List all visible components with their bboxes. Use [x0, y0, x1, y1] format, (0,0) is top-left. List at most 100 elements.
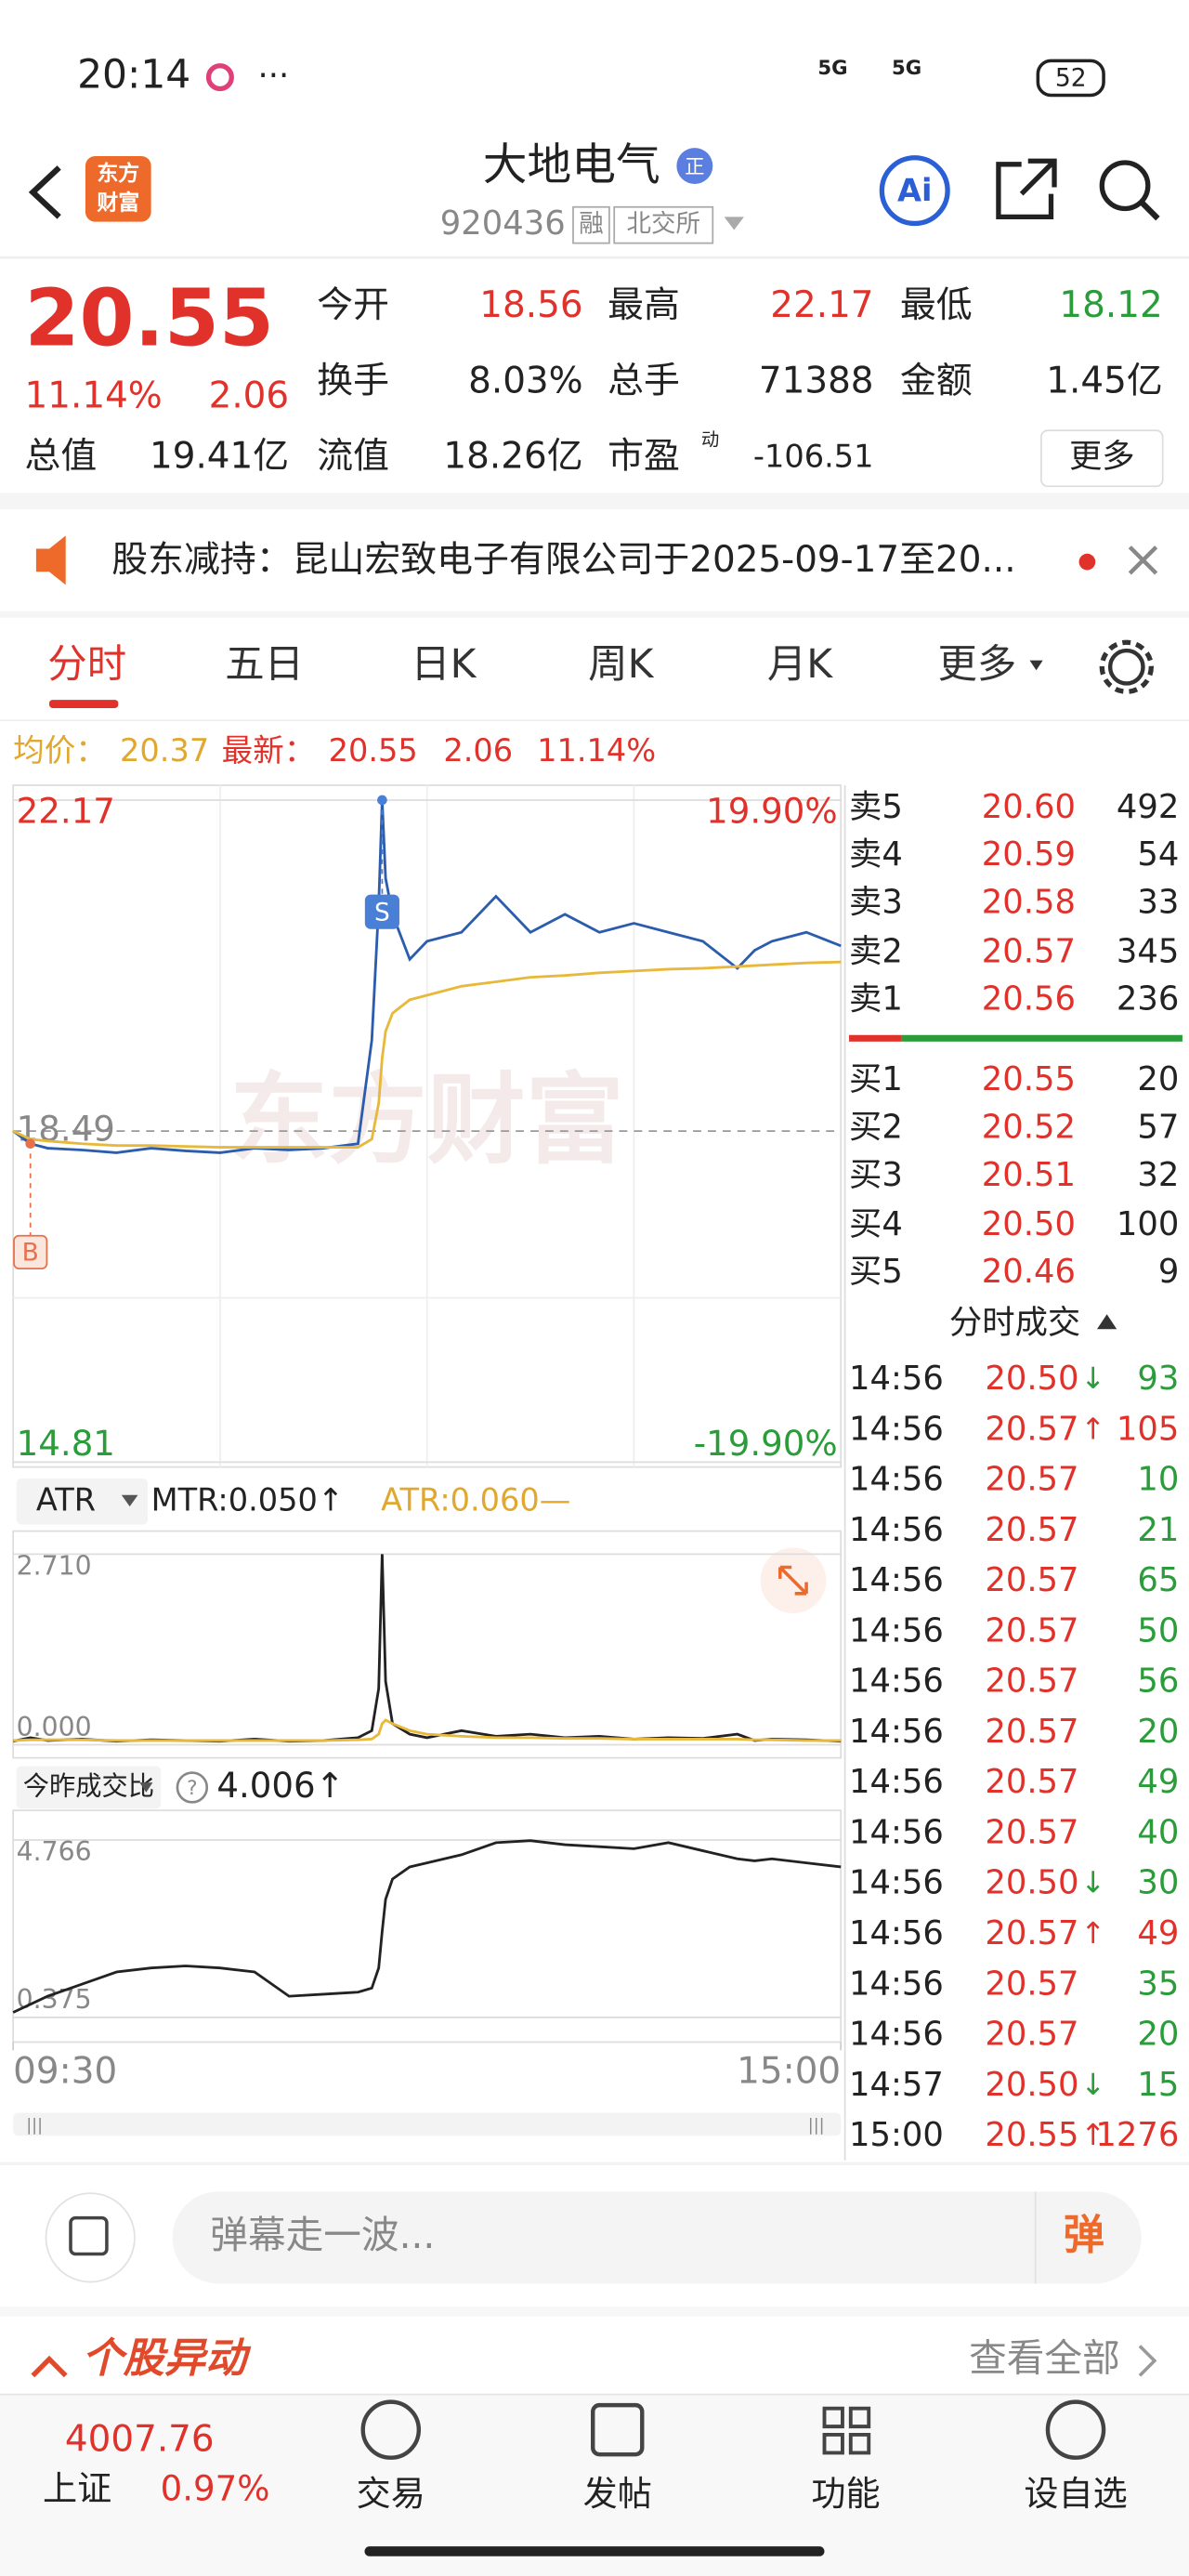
book-price: 20.56 — [982, 980, 1076, 1019]
help-mark: ? — [187, 1777, 197, 1800]
quote-fields: 今开 18.56 最高 22.17 最低 18.12 换手 8.03% 总手 71388 金额 1.4… — [25, 284, 1163, 478]
tab[interactable]: 月K — [767, 642, 833, 688]
y2-tick-label: -19.90% — [694, 1424, 838, 1464]
trade-price: 20.57 — [985, 1914, 1078, 1952]
field-label: 换手 — [317, 360, 389, 401]
tag-box — [572, 205, 610, 244]
tag: 融 — [579, 210, 604, 239]
nav-items: 交易 发帖 功能 设自选 — [357, 2474, 1128, 2514]
notice-text[interactable]: 股东减持：昆山宏致电子有限公司于2025-09-17至20... — [111, 539, 1015, 581]
y-tick-label: 2.710 — [17, 1551, 92, 1582]
field-label: 最低 — [900, 284, 973, 326]
book-label: 买5 — [849, 1253, 903, 1291]
ratio-frame — [12, 1809, 843, 2044]
field-label: 今开 — [317, 284, 389, 326]
book-volume: 100 — [1117, 1205, 1179, 1243]
signal-label: 5G — [817, 57, 847, 80]
scroll-handle[interactable]: ||| — [808, 2117, 825, 2136]
y-tick-label: 22.17 — [17, 792, 115, 832]
last-price: 20.55 — [25, 273, 274, 365]
trade-volume: 49 — [1137, 1914, 1179, 1952]
tab[interactable]: 更多 — [938, 642, 1017, 688]
series-line — [12, 1554, 842, 1743]
trade-price: 20.57 — [985, 1813, 1078, 1851]
field-label: 最高 — [608, 284, 680, 326]
indicator-select[interactable] — [16, 1766, 162, 1809]
scrollbar[interactable] — [13, 2112, 842, 2136]
tab[interactable]: 日K — [411, 642, 477, 688]
tab[interactable]: 五日 — [225, 642, 304, 688]
trade-volume: 1276 — [1095, 2116, 1179, 2154]
expand-icon — [778, 1565, 808, 1596]
indicator-readout: 4.006↑ — [216, 1766, 344, 1806]
nav-item[interactable]: 发帖 — [583, 2474, 652, 2514]
book-volume: 9 — [1158, 1253, 1180, 1291]
danmaku-icon — [69, 2215, 109, 2256]
tab[interactable]: 周K — [588, 642, 654, 688]
y-tick-label: 0.375 — [17, 1984, 92, 2015]
trade-time: 14:56 — [849, 1864, 944, 1902]
latest-pct: 11.14% — [537, 732, 656, 769]
field-label: 市盈 — [608, 436, 680, 478]
collapse-icon[interactable] — [31, 2355, 68, 2378]
back-button[interactable] — [28, 165, 61, 219]
field-value: 1.45亿 — [1046, 360, 1162, 401]
comment-input[interactable] — [172, 2191, 1142, 2284]
book-volume: 32 — [1137, 1156, 1179, 1194]
settings-cog — [1099, 639, 1154, 694]
view-all[interactable]: 查看全部 — [969, 2335, 1120, 2380]
index-pct: 0.97% — [161, 2469, 270, 2509]
book-price: 20.58 — [982, 883, 1076, 921]
trade-direction: ↓ — [1080, 2067, 1105, 2102]
nav-item[interactable]: 功能 — [811, 2474, 880, 2514]
field-value: 8.03% — [468, 360, 583, 401]
tab-dropdown — [1029, 660, 1043, 671]
panel-divider — [843, 785, 846, 2161]
trade-price: 20.50 — [985, 1864, 1078, 1902]
trade-price: 20.50 — [985, 1360, 1078, 1398]
logo[interactable] — [85, 155, 151, 222]
change-pct: 11.14% — [25, 375, 163, 416]
book-price: 20.55 — [982, 1060, 1076, 1098]
index-value[interactable]: 4007.76 — [65, 2419, 215, 2461]
more-button[interactable] — [1040, 429, 1164, 488]
annotation-label: S — [374, 898, 390, 927]
trade-price: 20.57 — [985, 1611, 1078, 1649]
book-volume: 236 — [1117, 980, 1179, 1019]
tab[interactable]: 分时 — [47, 642, 126, 688]
settings-button[interactable] — [1107, 648, 1145, 686]
book-split-bid — [849, 1034, 902, 1042]
book-volume: 33 — [1137, 883, 1179, 921]
series-line — [12, 1839, 842, 2014]
danmaku-settings[interactable] — [45, 2192, 136, 2283]
trade-price: 20.57 — [985, 2016, 1078, 2054]
ai-button[interactable] — [879, 155, 950, 227]
close-button[interactable] — [1128, 545, 1158, 575]
legend-entry: ATR:0.060— — [381, 1481, 570, 1518]
nav-item[interactable]: 设自选 — [1024, 2474, 1127, 2514]
search-button[interactable] — [1099, 160, 1151, 212]
latest-price: 20.55 — [329, 732, 418, 769]
trade-direction: ↑ — [1080, 1411, 1105, 1446]
dropdown[interactable] — [724, 217, 744, 230]
scroll-handle[interactable]: ||| — [26, 2117, 43, 2136]
book-price: 20.51 — [982, 1156, 1076, 1194]
field-label: 流值 — [317, 436, 389, 478]
trade-volume: 15 — [1137, 2066, 1179, 2104]
trade-price: 20.57 — [985, 1561, 1078, 1599]
share-button[interactable] — [996, 158, 1057, 220]
change: 2.06 — [209, 375, 290, 416]
trade-price: 20.55 — [985, 2116, 1078, 2154]
trade-volume: 21 — [1137, 1511, 1179, 1549]
nav-item[interactable]: 交易 — [357, 2474, 425, 2514]
sort-icon[interactable] — [1096, 1314, 1117, 1330]
danmaku-button[interactable]: 弹 — [1064, 2212, 1104, 2259]
help-icon[interactable] — [176, 1771, 209, 1804]
trade-price: 20.50 — [985, 2066, 1078, 2104]
series-line — [12, 960, 842, 1150]
trade-volume: 35 — [1137, 1965, 1179, 2003]
indicator-select[interactable] — [16, 1479, 149, 1525]
trade-time: 14:56 — [849, 1663, 944, 1701]
trade-time: 15:00 — [849, 2116, 944, 2154]
